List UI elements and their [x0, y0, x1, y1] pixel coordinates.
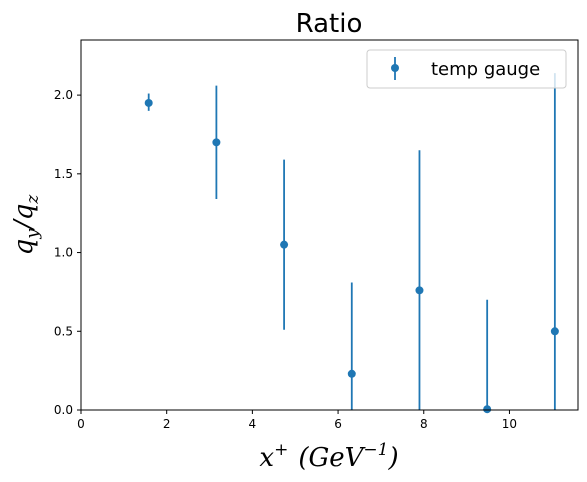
y-tick-label: 2.0 [54, 88, 73, 102]
x-tick-label: 0 [77, 417, 85, 431]
legend: temp gauge [366, 49, 567, 89]
x-axis-label-unit-sup: −1 [363, 440, 388, 460]
y-axis-label-sub1: y [23, 229, 43, 240]
data-point [415, 286, 424, 295]
x-tick-label: 8 [420, 417, 428, 431]
plot-area [144, 73, 559, 414]
legend-frame [366, 49, 567, 89]
x-axis-label: x+ (GeV−1) [259, 440, 398, 473]
errorbar-group [147, 73, 556, 410]
x-axis-label-close: ) [387, 443, 398, 473]
y-tick-label: 1.5 [54, 167, 73, 181]
x-tick-label: 4 [249, 417, 257, 431]
legend-entry-label: temp gauge [431, 59, 540, 80]
axes-frame [80, 39, 579, 411]
y-tick-label: 1.0 [54, 246, 73, 260]
x-tick-label: 6 [334, 417, 342, 431]
y-axis-label-q1: q [9, 239, 39, 256]
legend-point-marker [391, 64, 399, 72]
x-axis-ticks: 0 2 4 6 8 10 [77, 410, 517, 431]
y-axis-label-sub2: z [23, 194, 43, 205]
x-axis-label-var: x [259, 443, 274, 473]
y-axis-ticks: 0.0 0.5 1.0 1.5 2.0 [54, 88, 81, 417]
x-axis-label-unit: (GeV [298, 443, 365, 473]
data-point-group [144, 98, 559, 414]
data-point [280, 240, 289, 249]
chart-title: Ratio [296, 9, 363, 39]
y-tick-label: 0.5 [54, 324, 73, 338]
data-point [550, 327, 559, 336]
y-axis-label-slash: /q [9, 204, 39, 232]
x-tick-label: 10 [502, 417, 517, 431]
x-tick-label: 2 [163, 417, 171, 431]
data-point [483, 405, 492, 414]
x-axis-label-sup: + [274, 440, 288, 460]
y-axis-label: qy/qz [9, 194, 43, 256]
data-point [144, 98, 153, 107]
y-tick-label: 0.0 [54, 403, 73, 417]
data-point [212, 138, 221, 147]
data-point [347, 369, 356, 378]
